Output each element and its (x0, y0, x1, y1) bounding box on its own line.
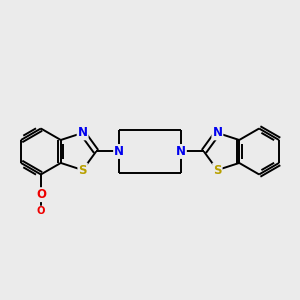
Text: N: N (212, 126, 222, 140)
Text: N: N (78, 126, 88, 140)
Text: N: N (176, 145, 186, 158)
Text: N: N (114, 145, 124, 158)
Text: O: O (37, 206, 45, 216)
Text: O: O (36, 188, 46, 201)
Text: S: S (213, 164, 222, 177)
Text: S: S (78, 164, 87, 177)
